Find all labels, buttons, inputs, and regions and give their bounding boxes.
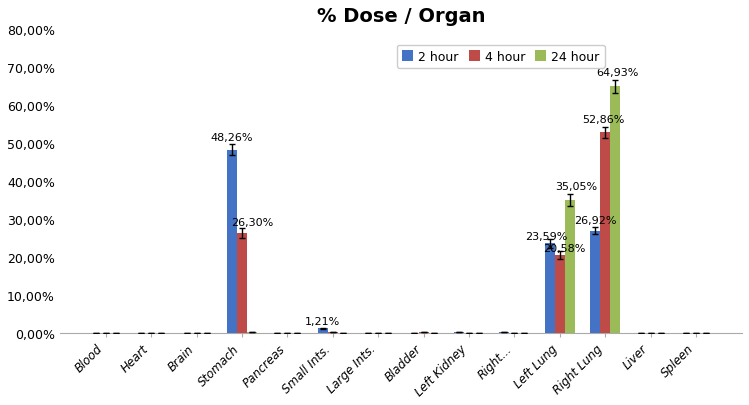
Text: 1,21%: 1,21% (305, 316, 341, 326)
Bar (237, 233, 247, 333)
Text: 26,30%: 26,30% (231, 218, 273, 228)
Bar (227, 150, 237, 333)
Legend: 2 hour, 4 hour, 24 hour: 2 hour, 4 hour, 24 hour (397, 45, 604, 68)
Text: 20,58%: 20,58% (543, 243, 586, 253)
Text: 52,86%: 52,86% (582, 114, 624, 124)
Text: 26,92%: 26,92% (574, 215, 616, 226)
Text: 23,59%: 23,59% (525, 232, 568, 242)
Text: 48,26%: 48,26% (210, 133, 253, 143)
Text: 64,93%: 64,93% (596, 67, 639, 77)
Bar (545, 244, 555, 333)
Bar (565, 200, 574, 333)
Bar (555, 255, 565, 333)
Title: % Dose / Organ: % Dose / Organ (317, 7, 485, 26)
Text: 35,05%: 35,05% (556, 182, 598, 192)
Bar (610, 87, 620, 333)
Bar (318, 328, 328, 333)
Bar (590, 231, 600, 333)
Bar (600, 133, 610, 333)
